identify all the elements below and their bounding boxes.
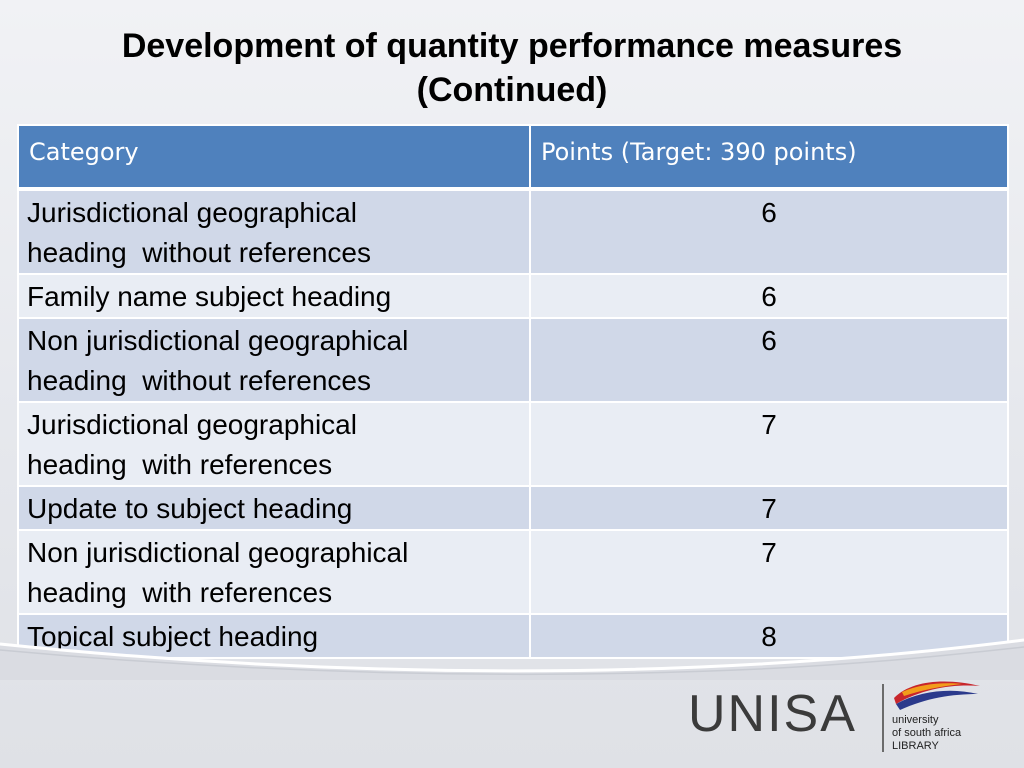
category-cell: Family name subject heading (17, 273, 531, 319)
table-row: Topical subject heading 8 (17, 613, 1009, 659)
flag-swoosh-icon (894, 681, 980, 710)
logo-wordmark: UNISA (688, 685, 857, 743)
points-cell: 6 (529, 273, 1009, 319)
table-row: Non jurisdictional geographical heading … (17, 317, 1009, 403)
category-cell: Update to subject heading (17, 485, 531, 531)
logo-subtitle: university of south africa LIBRARY (892, 714, 961, 753)
title-line-2: (Continued) (416, 71, 608, 109)
table-row: Jurisdictional geographical heading with… (17, 188, 1009, 275)
header-points: Points (Target: 390 points) (529, 124, 1009, 191)
points-cell: 7 (529, 401, 1009, 487)
points-cell: 6 (529, 317, 1009, 403)
header-category: Category (17, 124, 531, 191)
logo-sub-line-3: LIBRARY (892, 740, 939, 752)
unisa-logo: UNISA university of south africa LIBRARY (688, 676, 988, 756)
table-row: Non jurisdictional geographical heading … (17, 529, 1009, 615)
table-row: Jurisdictional geographical heading with… (17, 401, 1009, 487)
logo-sub-line-1: university (892, 714, 939, 726)
category-cell: Topical subject heading (17, 613, 531, 659)
category-cell: Non jurisdictional geographical heading … (17, 529, 531, 615)
table-header-row: Category Points (Target: 390 points) (17, 124, 1009, 191)
logo-sub-line-2: of south africa (892, 727, 962, 739)
points-table: Category Points (Target: 390 points) Jur… (17, 124, 1009, 659)
category-cell: Jurisdictional geographical heading with… (17, 401, 531, 487)
points-cell: 6 (529, 188, 1009, 275)
slide-title: Development of quantity performance meas… (0, 24, 1024, 112)
title-line-1: Development of quantity performance meas… (121, 27, 903, 65)
table-row: Update to subject heading 7 (17, 485, 1009, 531)
table-row: Family name subject heading 6 (17, 273, 1009, 319)
category-cell: Jurisdictional geographical heading with… (17, 188, 531, 275)
points-cell: 7 (529, 485, 1009, 531)
logo-divider (882, 684, 884, 752)
footer-wave-decoration (0, 638, 1024, 680)
points-cell: 7 (529, 529, 1009, 615)
points-cell: 8 (529, 613, 1009, 659)
category-cell: Non jurisdictional geographical heading … (17, 317, 531, 403)
